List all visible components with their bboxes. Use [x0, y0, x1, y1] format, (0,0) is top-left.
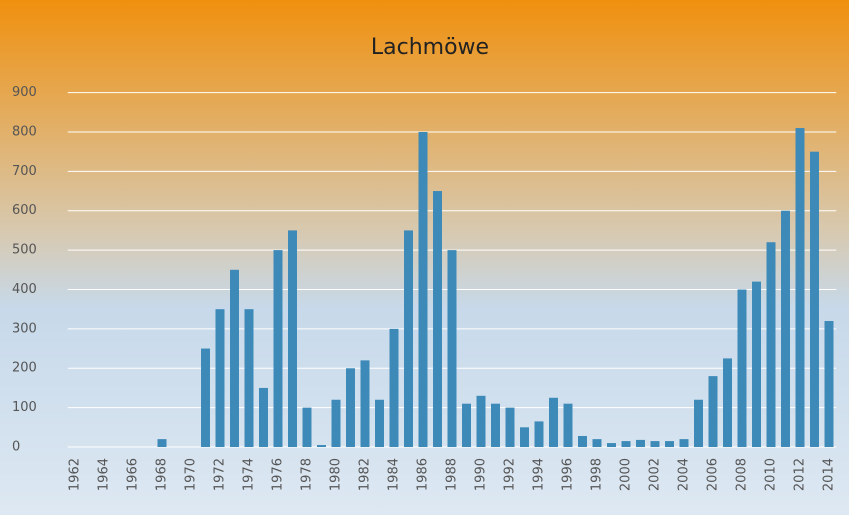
- x-tick-label: 1986: [416, 458, 431, 491]
- bar: [389, 328, 399, 447]
- x-tick-label: 1984: [387, 458, 402, 491]
- y-tick-label: 700: [12, 164, 37, 179]
- x-tick-label: 1962: [68, 458, 83, 491]
- bar: [476, 395, 486, 447]
- x-tick-label: 2006: [706, 458, 721, 491]
- bar: [534, 421, 544, 447]
- x-tick-label: 2014: [822, 458, 837, 491]
- x-tick-label: 1980: [329, 458, 344, 491]
- x-tick-label: 1970: [184, 458, 199, 491]
- x-tick-label: 1968: [155, 458, 170, 491]
- bar: [824, 320, 834, 447]
- bar: [157, 439, 167, 447]
- bar: [665, 441, 674, 447]
- x-tick-label: 1990: [474, 458, 489, 491]
- y-tick-label: 600: [12, 203, 37, 218]
- bar: [302, 407, 312, 447]
- bar: [215, 309, 225, 447]
- x-tick-label: 2004: [677, 458, 692, 491]
- y-tick-label: 900: [12, 85, 37, 100]
- x-tick-label: 1994: [532, 458, 547, 491]
- bar: [563, 403, 573, 447]
- bar: [795, 128, 805, 448]
- x-tick-label: 2008: [735, 458, 750, 491]
- x-tick-label: 1976: [271, 458, 286, 491]
- bar: [288, 230, 297, 447]
- x-tick-label: 1972: [213, 458, 228, 491]
- bar: [708, 376, 718, 447]
- y-tick-label: 800: [12, 124, 37, 139]
- bar: [621, 441, 631, 447]
- x-tick-label: 2002: [648, 458, 663, 491]
- bar: [752, 281, 761, 447]
- y-tick-label: 500: [12, 243, 37, 258]
- bar: [201, 348, 210, 447]
- bar: [360, 360, 370, 447]
- bar: [679, 439, 689, 447]
- bar: [737, 289, 747, 447]
- bar: [259, 387, 268, 447]
- bar: [230, 269, 239, 447]
- x-tick-label: 1998: [590, 458, 605, 491]
- bar: [418, 131, 428, 447]
- bar: [375, 399, 384, 447]
- y-tick-label: 400: [12, 282, 37, 297]
- x-tick-label: 2000: [619, 458, 634, 491]
- x-tick-label: 1978: [300, 458, 315, 491]
- x-tick-label: 1982: [358, 458, 373, 491]
- bar: [433, 191, 442, 447]
- x-tick-label: 1964: [97, 458, 112, 491]
- bar: [346, 368, 355, 447]
- x-tick-label: 2012: [793, 458, 808, 491]
- bar: [505, 407, 515, 447]
- bar: [520, 427, 529, 447]
- x-tick-label: 1996: [561, 458, 576, 491]
- bar: [462, 403, 471, 447]
- y-tick-label: 0: [12, 440, 20, 455]
- bar: [273, 250, 283, 447]
- bar: [694, 399, 703, 447]
- bar: [781, 210, 790, 447]
- bar: [317, 445, 326, 447]
- bar: [244, 309, 254, 447]
- bar: [578, 435, 587, 447]
- bar: [331, 399, 341, 447]
- x-tick-label: 2010: [764, 458, 779, 491]
- x-tick-label: 1966: [126, 458, 141, 491]
- x-tick-label: 1974: [242, 458, 257, 491]
- y-tick-label: 300: [12, 321, 37, 336]
- bar: [650, 441, 660, 447]
- x-tick-label: 1988: [445, 458, 460, 491]
- bar: [607, 443, 616, 447]
- bar: [723, 358, 732, 447]
- y-tick-label: 200: [12, 361, 37, 376]
- bar: [447, 250, 457, 447]
- bar: [549, 397, 558, 447]
- bar: [766, 242, 776, 447]
- bar: [592, 439, 602, 447]
- x-tick-label: 1992: [503, 458, 518, 491]
- y-tick-label: 100: [12, 400, 37, 415]
- bar: [404, 230, 413, 447]
- chart-title: Lachmöwe: [371, 35, 489, 60]
- bar: [491, 403, 500, 447]
- bar: [810, 151, 819, 447]
- bar: [636, 439, 645, 447]
